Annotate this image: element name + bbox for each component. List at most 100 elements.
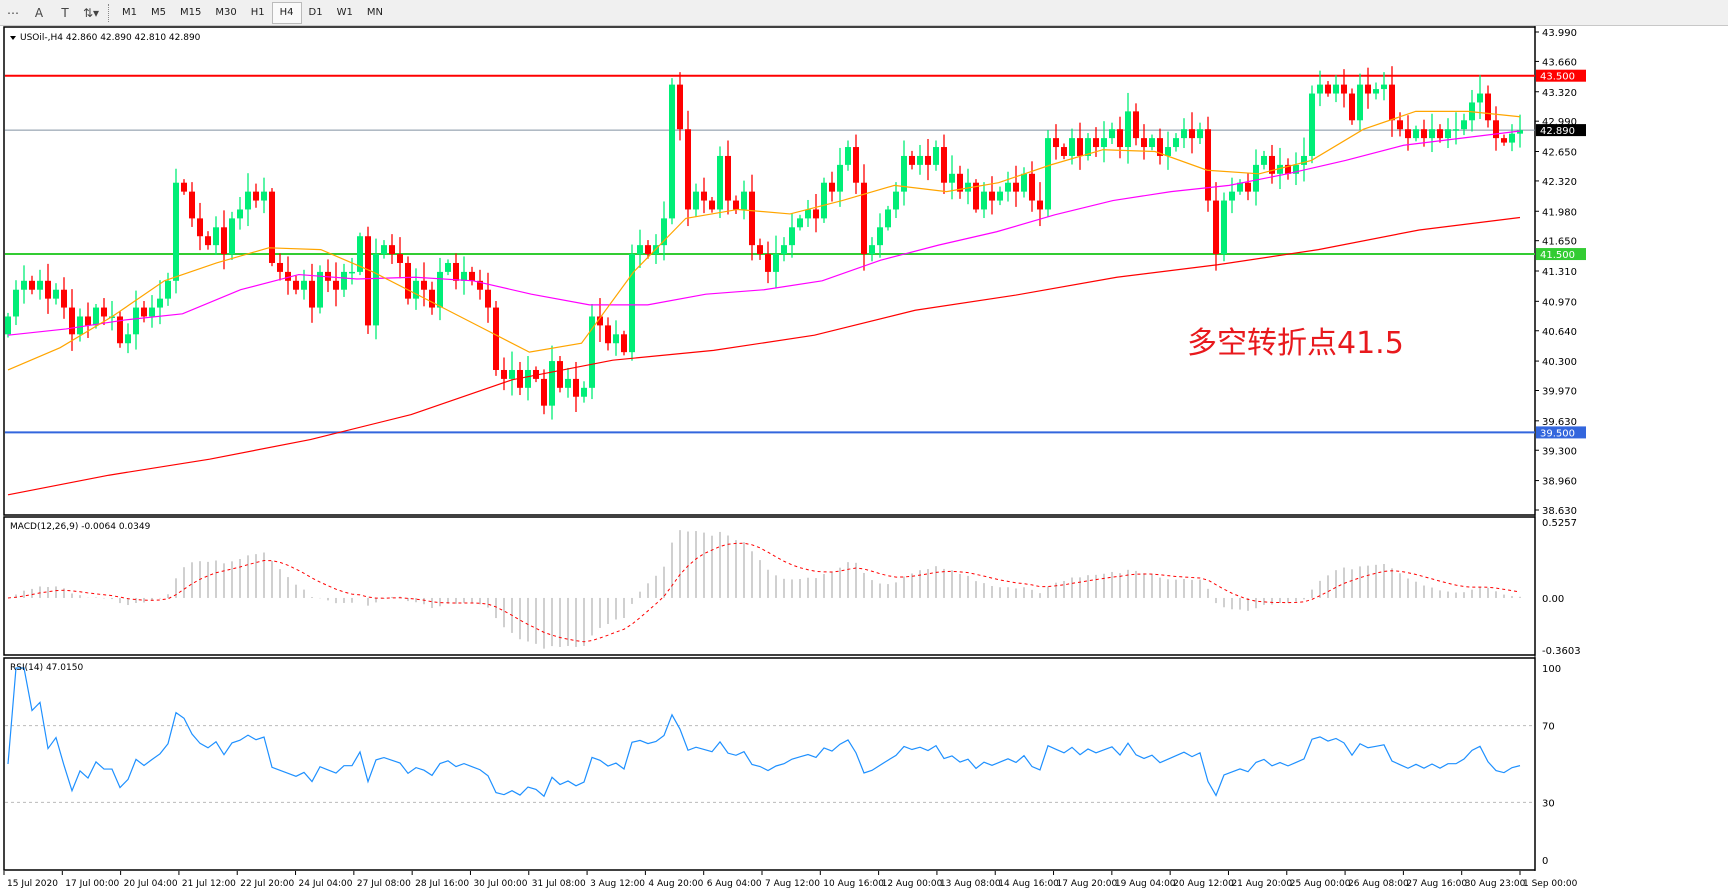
candle-body <box>381 245 387 255</box>
candle-body <box>237 209 243 219</box>
text-icon[interactable]: A <box>34 5 44 20</box>
level-badge <box>1536 124 1586 137</box>
candle-body <box>405 262 411 299</box>
candle-body <box>205 236 211 246</box>
candle-body <box>925 155 931 165</box>
candle-body <box>1149 138 1155 148</box>
candle-body <box>1437 129 1443 139</box>
candle-body <box>77 316 83 335</box>
candle-body <box>581 387 587 397</box>
rsi-tick-label: 100 <box>1542 664 1561 675</box>
candle-body <box>605 325 611 344</box>
candle-body <box>1013 182 1019 192</box>
candle-body <box>37 280 43 290</box>
timeframe-m15[interactable]: M15 <box>180 6 202 18</box>
grid-icon[interactable]: ⋯ <box>7 5 19 20</box>
rsi-header: RSI(14) 47.0150 <box>10 663 83 673</box>
level-badge <box>1536 426 1586 439</box>
candle-body <box>1173 138 1179 148</box>
candle-body <box>837 164 843 192</box>
candle-body <box>1085 138 1091 156</box>
candle-body <box>1293 164 1299 174</box>
candle-body <box>669 84 675 219</box>
timeframe-m1[interactable]: M1 <box>122 6 137 18</box>
time-label: 27 Aug 16:00 <box>1406 879 1467 889</box>
toolbar: ⋯ A T ⇅▾ M1 M5 M15 M30 H1 H4 D1 W1 MN <box>0 0 1728 26</box>
time-label: 17 Aug 20:00 <box>1057 879 1118 889</box>
timeframe-m5[interactable]: M5 <box>151 6 166 18</box>
candle-body <box>981 191 987 210</box>
arrows-icon[interactable]: ⇅▾ <box>82 5 100 20</box>
timeframe-d1[interactable]: D1 <box>308 6 323 18</box>
rsi-pane <box>3 657 1536 871</box>
time-label: 12 Aug 00:00 <box>882 879 943 889</box>
candle-body <box>949 173 955 183</box>
candle-body <box>1141 138 1147 148</box>
candle-body <box>517 369 523 388</box>
candle-body <box>285 271 291 281</box>
timeframe-h1[interactable]: H1 <box>250 6 265 18</box>
candle-body <box>1005 182 1011 192</box>
candle-body <box>613 334 619 344</box>
candle-body <box>765 254 771 272</box>
candle-body <box>245 191 251 210</box>
candle-body <box>1477 93 1483 103</box>
timeframe-h4[interactable]: H4 <box>271 1 302 24</box>
candle-body <box>645 245 651 255</box>
collapse-icon <box>10 36 16 40</box>
candle-body <box>989 191 995 201</box>
candle-body <box>973 182 979 210</box>
time-label: 27 Jul 08:00 <box>357 879 411 889</box>
candle-body <box>1029 173 1035 201</box>
candle-body <box>1093 138 1099 148</box>
macd-pane <box>3 516 1536 656</box>
candle-body <box>1061 147 1067 156</box>
time-label: 30 Jul 00:00 <box>473 879 527 889</box>
candle-body <box>477 280 483 290</box>
text-label-icon[interactable]: T <box>61 5 69 20</box>
price-tick-label: 40.300 <box>1542 357 1577 368</box>
candle-body <box>165 280 171 299</box>
time-label: 6 Aug 04:00 <box>707 879 762 889</box>
candle-body <box>1077 138 1083 156</box>
candle-body <box>1413 129 1419 139</box>
candle-body <box>701 191 707 201</box>
chart-area[interactable]: 43.990 43.660 43.320 42.990 42.650 42.320 41.9… <box>0 26 1728 895</box>
time-label: 17 Jul 00:00 <box>65 879 119 889</box>
candle-body <box>61 289 67 308</box>
candle-body <box>13 289 19 317</box>
time-label: 26 Aug 08:00 <box>1348 879 1409 889</box>
price-tick-label: 43.990 <box>1542 28 1577 39</box>
candle-body <box>1229 191 1235 201</box>
candle-body <box>813 209 819 219</box>
candle-body <box>101 307 107 317</box>
candle-body <box>1501 138 1507 143</box>
candle-body <box>1109 129 1115 139</box>
candle-body <box>365 236 371 326</box>
candle-body <box>1053 138 1059 148</box>
timeframe-w1[interactable]: W1 <box>336 6 353 18</box>
candle-body <box>69 307 75 335</box>
candle-body <box>317 271 323 308</box>
rsi-tick-label: 30 <box>1542 798 1555 809</box>
candle-body <box>29 280 35 290</box>
candle-body <box>821 182 827 219</box>
candle-body <box>181 182 187 192</box>
candle-body <box>1445 129 1451 139</box>
timeframe-m30[interactable]: M30 <box>215 6 237 18</box>
candle-body <box>301 280 307 290</box>
price-tick-label: 42.320 <box>1542 177 1577 188</box>
price-tick-label: 39.970 <box>1542 387 1577 398</box>
ma-slow-line <box>7 216 1521 496</box>
main-header: USOil-,H4 42.860 42.890 42.810 42.890 <box>20 33 201 43</box>
candle-body <box>853 147 859 183</box>
candle-body <box>53 289 59 299</box>
candle-body <box>333 280 339 290</box>
timeframe-mn[interactable]: MN <box>366 6 383 18</box>
candle-body <box>589 316 595 388</box>
candle-body <box>885 209 891 228</box>
candle-body <box>1221 200 1227 255</box>
price-tick-label: 42.650 <box>1542 148 1577 159</box>
candle-body <box>997 191 1003 201</box>
candle-body <box>1429 129 1435 139</box>
